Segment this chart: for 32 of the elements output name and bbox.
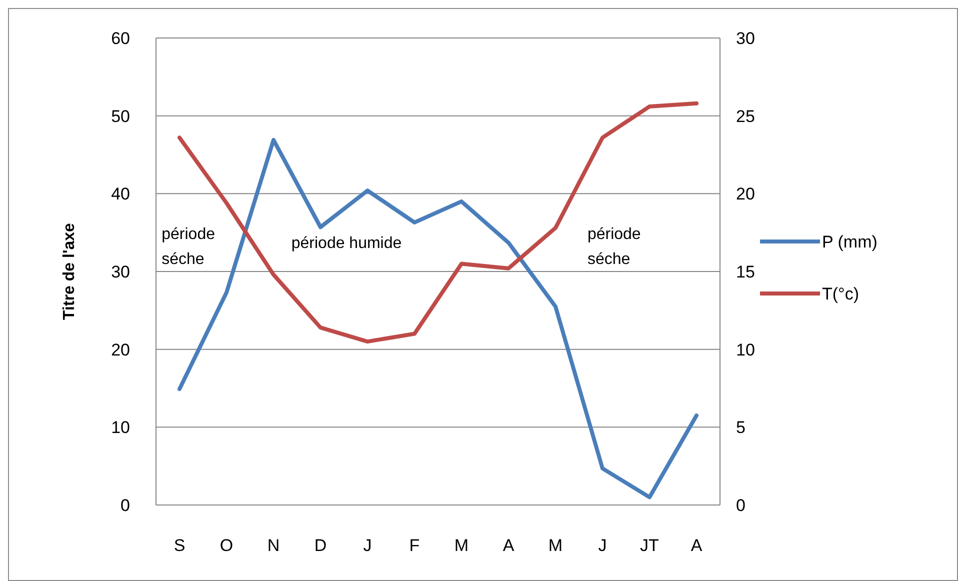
annotation: période humide xyxy=(291,235,402,252)
y2-tick-label: 30 xyxy=(736,28,755,48)
y-tick-label: 60 xyxy=(111,28,130,48)
y-tick-label: 0 xyxy=(120,496,130,515)
y-tick-label: 50 xyxy=(111,106,130,126)
y2-tick-label: 10 xyxy=(736,340,755,360)
x-tick-label: N xyxy=(267,536,280,555)
x-tick-label: JT xyxy=(640,536,659,555)
y-tick-label: 10 xyxy=(111,418,130,438)
y2-tick-label: 5 xyxy=(736,418,746,438)
x-tick-label: J xyxy=(363,536,372,555)
y-axis-title: Titre de l'axe xyxy=(61,222,78,320)
legend-label: T(°c) xyxy=(822,284,860,304)
annotation: période séche xyxy=(162,226,216,268)
y-tick-label: 20 xyxy=(111,340,130,360)
y2-tick-label: 25 xyxy=(736,106,755,126)
x-tick-label: J xyxy=(598,536,607,555)
y2-tick-label: 0 xyxy=(736,496,746,515)
x-tick-label: S xyxy=(174,536,186,555)
x-tick-label: O xyxy=(220,536,234,555)
x-tick-label: M xyxy=(548,536,563,555)
x-tick-label: F xyxy=(409,536,420,555)
annotation: période séche xyxy=(587,226,641,268)
x-tick-label: M xyxy=(454,536,469,555)
x-tick-label: A xyxy=(502,536,515,555)
y2-tick-label: 20 xyxy=(736,184,755,204)
y-tick-label: 30 xyxy=(111,262,130,282)
y-tick-label: 40 xyxy=(111,184,130,204)
legend-label: P (mm) xyxy=(822,232,878,252)
x-tick-label: D xyxy=(314,536,327,555)
x-tick-label: A xyxy=(690,536,703,555)
y2-tick-label: 15 xyxy=(736,262,755,282)
